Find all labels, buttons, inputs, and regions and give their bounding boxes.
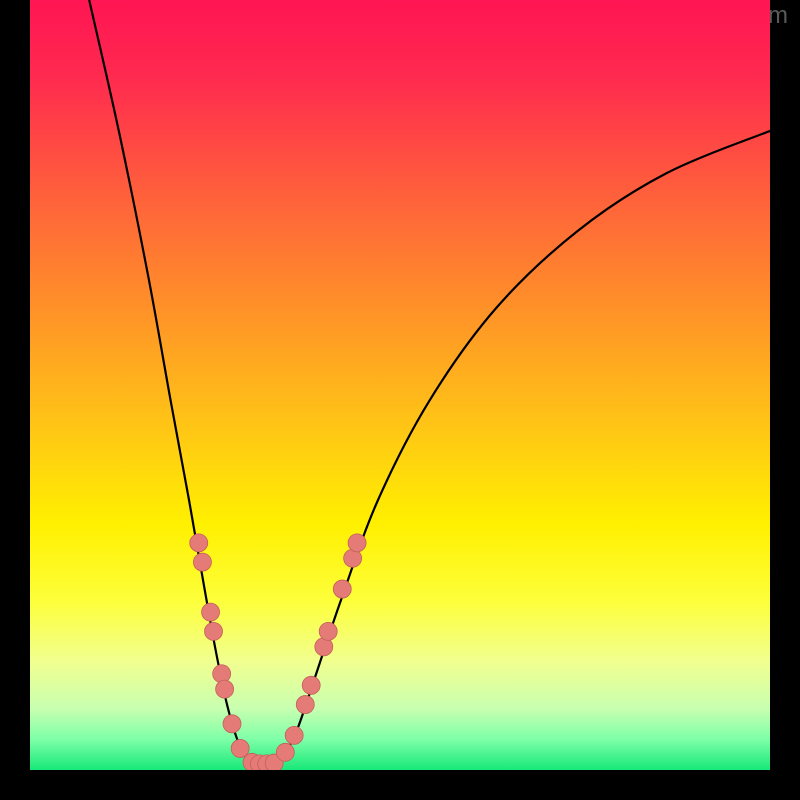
marker-dot (205, 622, 223, 640)
marker-dot (333, 580, 351, 598)
marker-dot (276, 743, 294, 761)
marker-dot (319, 622, 337, 640)
marker-dot (213, 665, 231, 683)
curve-right (259, 131, 770, 767)
marker-dot (296, 696, 314, 714)
marker-dot (190, 534, 208, 552)
marker-dot (193, 553, 211, 571)
chart-frame: TheBottleneck.com (0, 0, 800, 800)
marker-dot (302, 676, 320, 694)
chart-svg (30, 0, 770, 770)
marker-dot (223, 715, 241, 733)
marker-dot (285, 726, 303, 744)
marker-dot (348, 534, 366, 552)
curve-left (89, 0, 259, 766)
marker-dot (216, 680, 234, 698)
marker-dot (202, 603, 220, 621)
plot-area (30, 0, 770, 770)
